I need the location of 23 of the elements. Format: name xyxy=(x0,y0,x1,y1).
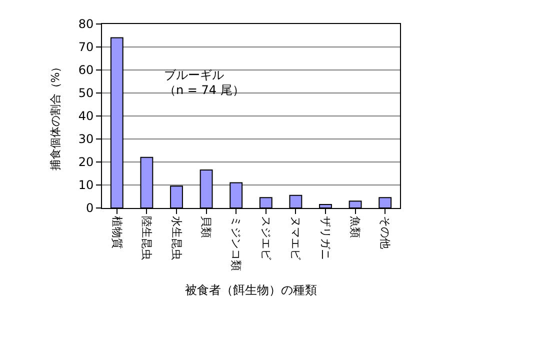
y-tick-label: 30 xyxy=(78,132,94,146)
y-tick-label: 50 xyxy=(78,86,94,100)
x-tick-label: その他 xyxy=(378,216,392,250)
x-tick-label: 陸生昆虫 xyxy=(140,216,154,260)
x-tick-label: ザリガニ xyxy=(318,216,332,260)
x-tick-label: ヌマエビ xyxy=(289,216,302,262)
y-tick-label: 10 xyxy=(78,178,94,192)
y-tick-label: 60 xyxy=(78,63,94,78)
x-tick-label: スジエビ xyxy=(259,216,272,262)
y-tick-label: 0 xyxy=(86,201,94,216)
y-tick-label: 20 xyxy=(78,155,94,170)
x-tick-label: 水生昆虫 xyxy=(170,216,183,260)
y-tick-label: 70 xyxy=(78,40,94,54)
annotation: ブルーギル xyxy=(164,68,224,82)
x-tick-label: 貝類 xyxy=(200,216,213,238)
y-tick-label: 80 xyxy=(78,17,94,32)
y-axis-title: 捕食個体の割合（%） xyxy=(48,61,62,171)
y-tick-label: 40 xyxy=(78,109,94,124)
x-tick-label: 魚類 xyxy=(348,216,362,238)
x-axis-title: 被食者（餌生物）の種類 xyxy=(185,283,317,298)
x-tick-label: 植物質 xyxy=(110,216,124,250)
annotation: （n = 74 尾） xyxy=(164,83,244,97)
x-tick-label: ミジンコ類 xyxy=(230,216,243,272)
